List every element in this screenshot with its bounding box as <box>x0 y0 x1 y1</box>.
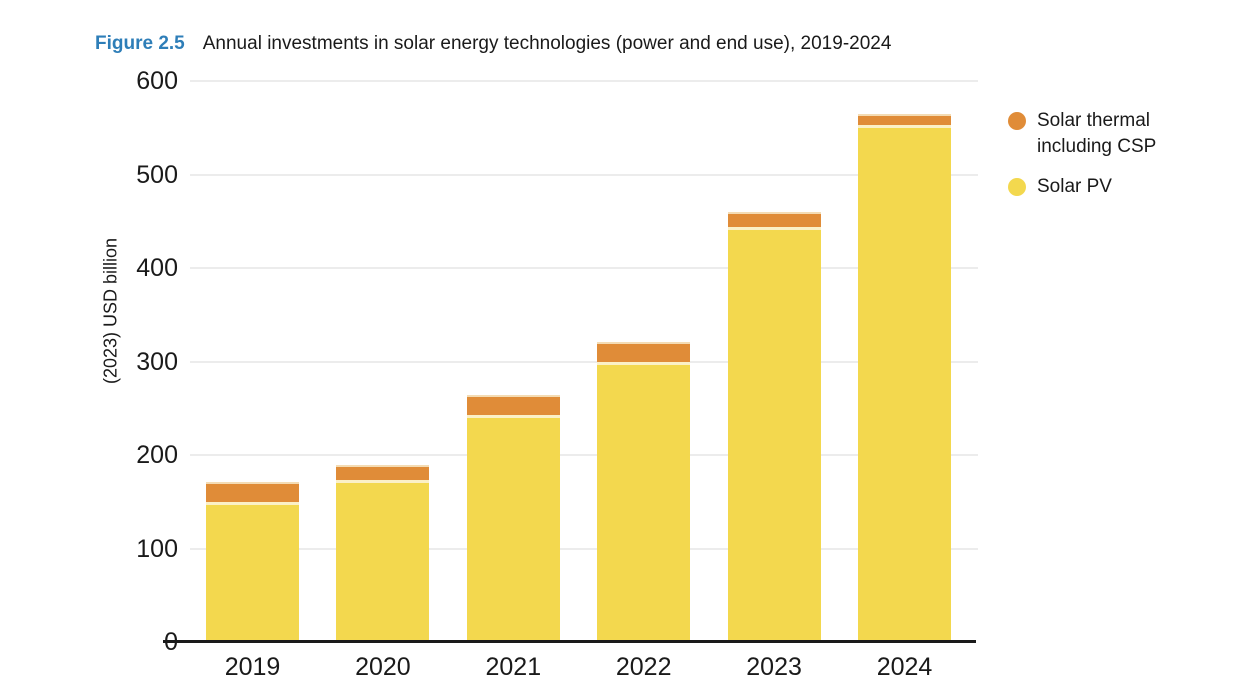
gridline-500 <box>190 173 978 176</box>
bar-2019 <box>206 81 299 642</box>
y-tick-label-200: 200 <box>136 441 178 469</box>
bar-2023 <box>727 81 821 642</box>
y-tick-label-600: 600 <box>136 67 178 95</box>
y-tick-label-0: 0 <box>60 628 178 656</box>
bar-segment-solar-pv-2023 <box>727 226 821 642</box>
gridline-300 <box>190 360 978 363</box>
legend-item-solar-thermal-including-csp: Solar thermal including CSP <box>1008 108 1238 160</box>
legend-swatch-solar-thermal-including-csp-icon <box>1008 112 1026 130</box>
gridline-400 <box>190 267 978 269</box>
figure-title: Annual investments in solar energy techn… <box>202 33 892 54</box>
bar-segment-solar-thermal-including-csp-2020 <box>336 465 430 481</box>
bar-2024 <box>858 81 951 642</box>
y-tick-label-300: 300 <box>136 347 178 376</box>
figure-header: Figure 2.5 Annual investments in solar e… <box>95 33 891 55</box>
x-axis-label-2023: 2023 <box>746 653 802 681</box>
x-axis-label-2021: 2021 <box>485 653 542 681</box>
x-axis-label-2019: 2019 <box>224 653 281 681</box>
y-tick-label-500: 500 <box>136 160 178 189</box>
legend-label-line: including CSP <box>1037 136 1157 157</box>
legend-item-solar-pv: Solar PV <box>1008 174 1238 200</box>
bar-segment-solar-thermal-including-csp-2023 <box>727 211 821 227</box>
bar-segment-solar-thermal-including-csp-2019 <box>206 482 299 502</box>
x-axis-baseline <box>163 640 976 643</box>
bar-segment-solar-pv-2019 <box>206 501 299 642</box>
gridline-600 <box>190 80 978 82</box>
bar-2021 <box>466 81 560 642</box>
bar-segment-solar-pv-2022 <box>597 361 691 642</box>
bar-segment-solar-thermal-including-csp-2021 <box>466 395 560 415</box>
bar-segment-solar-pv-2021 <box>466 414 560 642</box>
legend-label-line: Solar PV <box>1037 176 1112 197</box>
gridline-100 <box>190 547 978 550</box>
x-axis-label-2020: 2020 <box>355 653 411 681</box>
x-axis-label-2024: 2024 <box>876 653 933 681</box>
bar-segment-solar-pv-2020 <box>336 480 430 642</box>
bar-segment-solar-thermal-including-csp-2022 <box>597 341 691 362</box>
bar-segment-solar-pv-2024 <box>858 124 951 642</box>
legend-label-solar-thermal-including-csp: Solar thermal including CSP <box>1037 108 1156 160</box>
bar-segment-solar-thermal-including-csp-2024 <box>858 113 951 125</box>
legend-label-line: Solar thermal <box>1037 110 1150 131</box>
x-axis-label-2022: 2022 <box>615 653 672 681</box>
y-tick-label-100: 100 <box>136 534 178 563</box>
legend-swatch-solar-pv-icon <box>1008 178 1026 196</box>
plot-area <box>190 80 978 642</box>
figure-number: Figure 2.5 <box>95 33 185 54</box>
gridline-200 <box>190 454 978 456</box>
legend-label-solar-pv: Solar PV <box>1037 174 1112 200</box>
bar-2022 <box>597 81 691 642</box>
y-tick-label-400: 400 <box>136 254 178 282</box>
chart-legend: Solar thermal including CSP Solar PV <box>1008 108 1238 214</box>
bar-2020 <box>336 81 430 642</box>
